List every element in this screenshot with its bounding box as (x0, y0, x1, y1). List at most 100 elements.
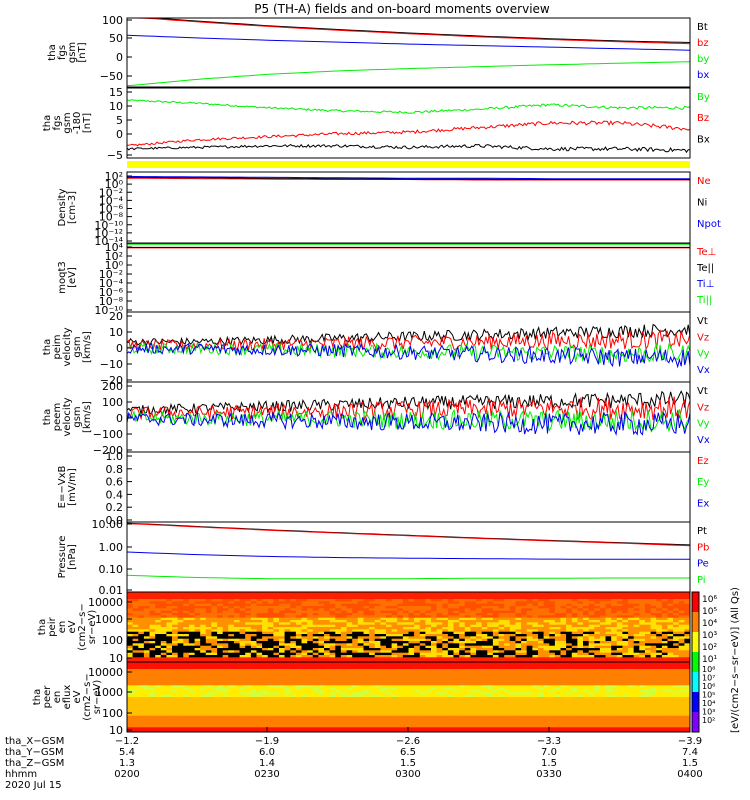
heatmap-cell (436, 629, 443, 633)
heatmap-cell (127, 722, 134, 726)
heatmap-cell (200, 629, 207, 633)
heatmap-cell (340, 706, 347, 710)
heatmap-cell (554, 627, 561, 630)
heatmap-cell (250, 599, 257, 602)
heatmap-cell (256, 669, 263, 672)
heatmap-cell (431, 692, 438, 696)
heatmap-cell (391, 655, 398, 658)
heatmap-cell (149, 617, 156, 621)
heatmap-cell (386, 690, 393, 693)
heatmap-cell (386, 622, 393, 626)
heatmap-cell (295, 629, 302, 633)
heatmap-cell (132, 636, 139, 640)
heatmap-cell (143, 659, 150, 663)
heatmap-cell (374, 592, 381, 595)
heatmap-cell (386, 666, 393, 670)
heatmap-cell (678, 601, 685, 605)
heatmap-cell (599, 650, 606, 654)
heatmap-cell (453, 666, 460, 670)
heatmap-cell (397, 676, 404, 679)
heatmap-cell (571, 652, 578, 656)
heatmap-cell (301, 690, 308, 693)
heatmap-cell (340, 594, 347, 598)
heatmap-cell (312, 596, 319, 600)
heatmap-cell (611, 608, 618, 612)
heatmap-cell (402, 699, 409, 703)
heatmap-cell (307, 692, 314, 696)
heatmap-cell (357, 715, 364, 719)
heatmap-cell (318, 610, 325, 614)
heatmap-cell (205, 708, 212, 712)
heatmap-cell (295, 687, 302, 691)
heatmap-cell (560, 648, 567, 651)
heatmap-cell (250, 608, 257, 612)
heatmap-cell (301, 669, 308, 672)
heatmap-cell (402, 596, 409, 600)
heatmap-cell (301, 622, 308, 626)
heatmap-cell (498, 643, 505, 647)
heatmap-cell (138, 599, 145, 602)
heatmap-cell (391, 715, 398, 719)
heatmap-cell (645, 657, 652, 661)
heatmap-cell (616, 638, 623, 642)
heatmap-cell (431, 594, 438, 598)
heatmap-cell (250, 708, 257, 712)
heatmap-cell (324, 655, 331, 658)
heatmap-cell (391, 676, 398, 679)
heatmap-cell (402, 592, 409, 595)
heatmap-cell (205, 673, 212, 677)
heatmap-cell (228, 634, 235, 637)
heatmap-cell (678, 613, 685, 616)
heatmap-cell (245, 603, 252, 607)
heatmap-cell (521, 657, 528, 661)
heatmap-cell (380, 613, 387, 616)
heatmap-cell (352, 678, 359, 682)
heatmap-cell (279, 624, 286, 628)
heatmap-cell (262, 720, 269, 724)
heatmap-cell (650, 599, 657, 602)
heatmap-cell (217, 657, 224, 661)
heatmap-cell (346, 631, 353, 635)
heatmap-cell (453, 727, 460, 731)
heatmap-cell (194, 692, 201, 696)
heatmap-cell (211, 594, 218, 598)
heatmap-cell (172, 678, 179, 682)
heatmap-cell (425, 645, 432, 649)
heatmap-cell (138, 645, 145, 649)
heatmap-cell (571, 638, 578, 642)
heatmap-cell (414, 662, 421, 665)
heatmap-cell (605, 650, 612, 654)
heatmap-cell (250, 636, 257, 640)
ylabel-line: tha (42, 339, 53, 355)
heatmap-cell (312, 720, 319, 724)
heatmap-cell (650, 594, 657, 598)
heatmap-cell (217, 708, 224, 712)
heatmap-cell (346, 645, 353, 649)
heatmap-cell (583, 592, 590, 595)
heatmap-cell (205, 687, 212, 691)
heatmap-cell (324, 715, 331, 719)
heatmap-cell (391, 608, 398, 612)
heatmap-cell (526, 594, 533, 598)
heatmap-cell (312, 727, 319, 731)
heatmap-cell (340, 711, 347, 714)
heatmap-cell (262, 603, 269, 607)
heatmap-cell (228, 657, 235, 661)
heatmap-cell (639, 636, 646, 640)
heatmap-cell (380, 685, 387, 689)
heatmap-cell (363, 601, 370, 605)
heatmap-cell (487, 599, 494, 602)
heatmap-cell (402, 606, 409, 609)
heatmap-cell (245, 645, 252, 649)
heatmap-cell (374, 680, 381, 684)
heatmap-cell (127, 650, 134, 654)
heatmap-cell (194, 659, 201, 663)
heatmap-cell (554, 617, 561, 621)
heatmap-cell (295, 715, 302, 719)
heatmap-cell (678, 650, 685, 654)
heatmap-cell (273, 643, 280, 647)
heatmap-cell (408, 664, 415, 668)
heatmap-cell (267, 683, 274, 686)
heatmap-cell (380, 594, 387, 598)
